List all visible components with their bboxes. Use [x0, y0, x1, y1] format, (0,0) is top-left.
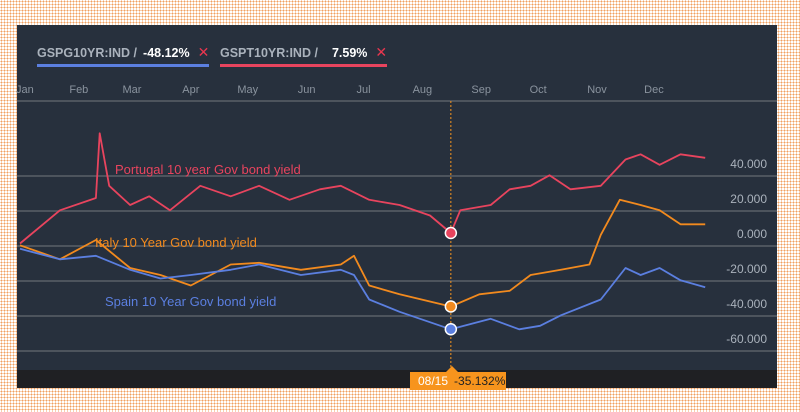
- crosshair-tooltip: 08/15 -35.132%: [410, 366, 506, 390]
- month-label: Jan: [16, 84, 34, 96]
- month-label: Dec: [644, 84, 664, 96]
- tooltip-date: 08/15: [418, 374, 449, 388]
- tooltip-value: -35.132%: [454, 374, 506, 388]
- legend-item-spain[interactable]: GSPG10YR:IND / -48.12% ✕: [37, 44, 210, 67]
- series-annotation: Portugal 10 year Gov bond yield: [115, 162, 301, 177]
- series-line: [19, 198, 706, 308]
- legend-change: -48.12%: [143, 46, 190, 60]
- legend-change: 7.59%: [331, 46, 368, 60]
- series-line: [19, 247, 706, 331]
- month-label: Nov: [587, 84, 607, 96]
- month-label: Aug: [413, 84, 433, 96]
- close-icon[interactable]: ✕: [375, 44, 388, 60]
- legend-ticker: GSPT10YR:IND /: [220, 46, 318, 60]
- legend-ticker: GSPG10YR:IND /: [37, 46, 138, 60]
- month-label: Oct: [530, 84, 547, 96]
- month-label: Mar: [123, 84, 142, 96]
- legend-item-portugal[interactable]: GSPT10YR:IND / 7.59% ✕: [220, 44, 388, 67]
- month-label: Jul: [357, 84, 371, 96]
- y-tick-label: 20.000: [730, 192, 767, 206]
- crosshair-marker: [444, 300, 458, 313]
- series-line: [19, 132, 706, 245]
- y-tick-label: -40.000: [726, 297, 767, 311]
- month-label: May: [237, 84, 258, 96]
- time-axis-bar: [17, 370, 777, 388]
- series-annotation: Italy 10 Year Gov bond yield: [95, 235, 257, 250]
- crosshair-marker: [444, 323, 458, 336]
- y-tick-label: -20.000: [726, 262, 767, 276]
- y-tick-label: 40.000: [730, 157, 767, 171]
- month-label: Feb: [69, 84, 88, 96]
- crosshair-marker: [444, 226, 458, 240]
- chart-panel: [17, 25, 777, 388]
- month-label: Apr: [182, 84, 199, 96]
- close-icon[interactable]: ✕: [197, 44, 210, 60]
- month-label: Sep: [471, 84, 491, 96]
- series-annotation: Spain 10 Year Gov bond yield: [105, 294, 276, 309]
- y-tick-label: 0.000: [737, 227, 767, 241]
- y-tick-label: -60.000: [726, 332, 767, 346]
- month-label: Jun: [298, 84, 316, 96]
